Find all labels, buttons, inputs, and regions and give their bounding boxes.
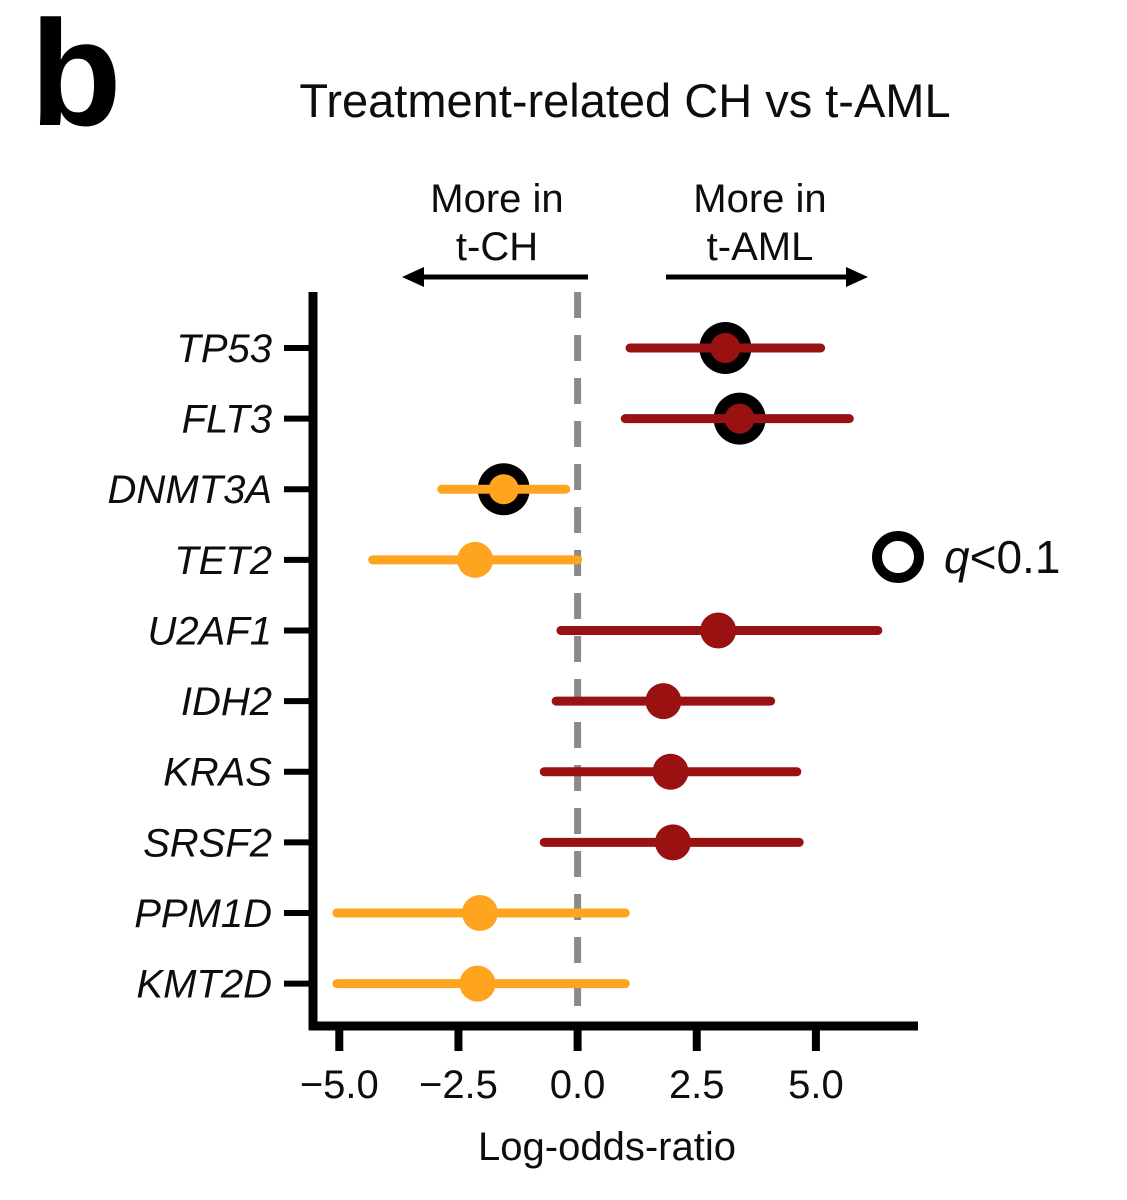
x-axis-label: Log-odds-ratio <box>478 1125 736 1169</box>
axes: −5.0 −2.5 0.0 2.5 5.0 TP53 FLT3 DNMT3A TET2 U2AF1… <box>108 292 918 1107</box>
more-in-taml-label-line1: More in <box>693 177 826 221</box>
more-in-taml-label-line2: t-AML <box>707 225 814 269</box>
x-tick-label: 2.5 <box>669 1063 725 1107</box>
more-in-tch-label-line2: t-CH <box>456 225 538 269</box>
gene-label-FLT3: FLT3 <box>182 398 272 442</box>
legend: q<0.1 <box>872 531 1060 583</box>
gene-label-U2AF1: U2AF1 <box>148 609 273 653</box>
open-circle-icon <box>872 531 924 583</box>
gene-label-KMT2D: KMT2D <box>136 963 272 1007</box>
x-tick-label: 0.0 <box>550 1063 606 1107</box>
right-arrow-icon <box>666 267 868 287</box>
point-DNMT3A <box>488 474 519 505</box>
gene-label-KRAS: KRAS <box>163 751 272 795</box>
gene-label-IDH2: IDH2 <box>181 680 272 724</box>
point-TP53 <box>710 333 741 363</box>
x-tick-label: −2.5 <box>419 1063 498 1107</box>
point-TET2 <box>457 541 494 578</box>
point-KRAS <box>652 753 689 790</box>
gene-label-SRSF2: SRSF2 <box>143 821 272 865</box>
point-KMT2D <box>459 965 496 1002</box>
gene-label-TP53: TP53 <box>176 327 272 371</box>
gene-label-PPM1D: PPM1D <box>134 892 272 936</box>
point-IDH2 <box>645 683 682 720</box>
gene-label-DNMT3A: DNMT3A <box>108 468 272 512</box>
point-SRSF2 <box>654 824 691 861</box>
panel-label: b <box>30 0 122 157</box>
forest-rows <box>332 292 883 1022</box>
chart-title: Treatment-related CH vs t-AML <box>299 74 950 127</box>
point-PPM1D <box>461 894 498 931</box>
x-tick-label: −5.0 <box>300 1063 379 1107</box>
point-U2AF1 <box>700 612 737 649</box>
x-tick-label: 5.0 <box>788 1063 844 1107</box>
left-arrow-icon <box>402 267 588 287</box>
gene-label-TET2: TET2 <box>174 539 272 583</box>
point-FLT3 <box>724 403 755 434</box>
legend-label: q<0.1 <box>944 531 1060 583</box>
more-in-tch-label-line1: More in <box>430 177 563 221</box>
